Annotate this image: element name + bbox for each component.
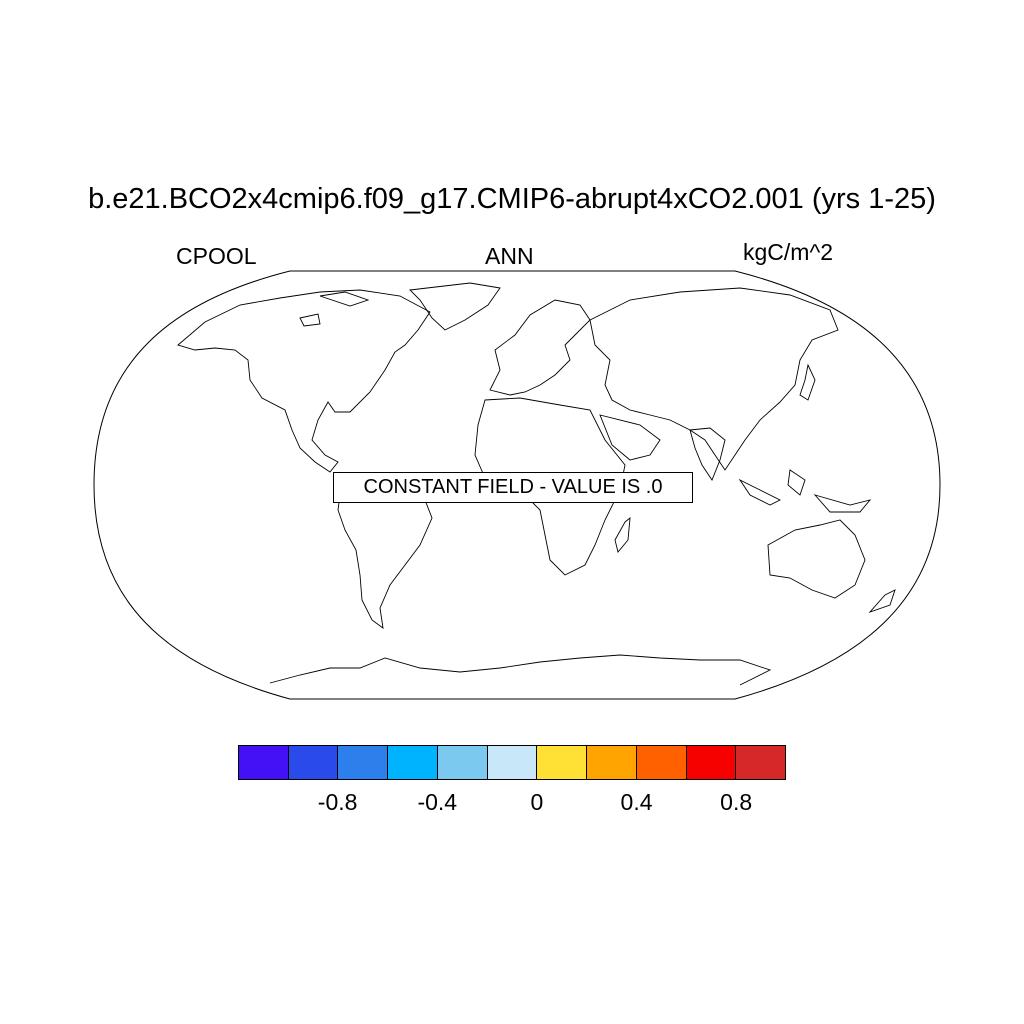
colorbar-cell: [636, 746, 687, 779]
coastline-australia: [767, 519, 866, 599]
coastline-europe: [489, 299, 591, 396]
colorbar-tick-label: 0: [530, 789, 544, 815]
season-label: ANN: [485, 243, 534, 269]
colorbar-tick-label: 0.8: [720, 789, 753, 815]
colorbar-cell: [288, 746, 339, 779]
units-label: kgC/m^2: [743, 239, 834, 265]
coastline-arctic-islands: [299, 291, 370, 327]
colorbar: [238, 745, 786, 780]
coastline-antarctica: [269, 654, 772, 686]
colorbar-tick-label: 0.4: [620, 789, 653, 815]
colorbar-tick-label: -0.4: [417, 789, 458, 815]
colorbar-cell: [239, 746, 289, 779]
coastline-asia: [589, 287, 839, 471]
colorbar-cell: [388, 746, 438, 779]
coastline-greenland: [409, 282, 501, 331]
map-boundary: [93, 270, 941, 700]
colorbar-cell: [537, 746, 588, 779]
coastline-madagascar: [614, 516, 631, 553]
colorbar-cell: [487, 746, 538, 779]
coastline-japan: [799, 363, 816, 401]
coastline-se-asia: [738, 469, 872, 513]
colorbar-cell: [338, 746, 389, 779]
constant-field-notice: CONSTANT FIELD - VALUE IS .0: [333, 472, 693, 503]
colorbar-cell: [437, 746, 488, 779]
colorbar-cell: [587, 746, 637, 779]
coastlines: [177, 282, 896, 686]
coastline-arabia: [599, 414, 661, 461]
colorbar-tick-label: -0.8: [317, 789, 358, 815]
variable-label: CPOOL: [176, 243, 257, 269]
colorbar-cell: [686, 746, 737, 779]
coastline-north-america: [177, 289, 431, 473]
coastline-new-zealand: [868, 589, 896, 613]
plot-title: b.e21.BCO2x4cmip6.f09_g17.CMIP6-abrupt4x…: [88, 183, 936, 215]
colorbar-cell: [736, 746, 786, 779]
coastline-india: [689, 427, 726, 481]
